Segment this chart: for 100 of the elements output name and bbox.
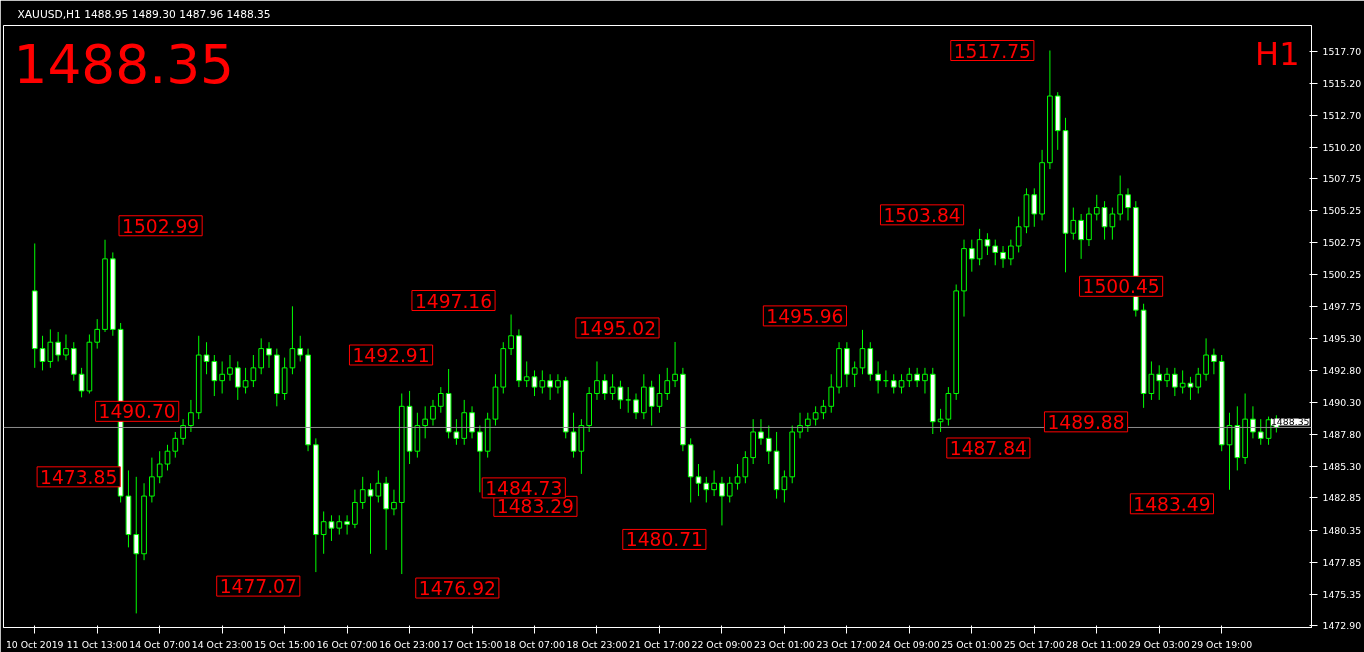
candlestick [1078, 213, 1084, 260]
y-tick-label: 1485.30 [1322, 461, 1362, 473]
x-tick-label: 29 Oct 03:00 [1128, 638, 1190, 650]
candlestick [906, 367, 913, 388]
candlestick [203, 341, 210, 375]
y-tick-label: 1507.75 [1322, 173, 1362, 185]
candlestick [1000, 245, 1006, 269]
candlestick [359, 476, 366, 510]
candlestick [469, 405, 475, 439]
candlestick [352, 489, 358, 529]
annotation: 1477.07 [219, 576, 297, 598]
candlestick [297, 335, 304, 362]
candlestick [55, 331, 62, 362]
y-tick-label: 1487.80 [1322, 429, 1362, 441]
candlestick [1250, 405, 1256, 439]
annotation: 1483.29 [496, 496, 574, 518]
candlestick [890, 373, 897, 394]
y-tick-label: 1505.25 [1322, 205, 1362, 217]
candlestick [914, 367, 920, 388]
annotation: 1489.88 [1047, 411, 1125, 433]
candlestick [133, 476, 140, 614]
candlestick [1031, 187, 1038, 228]
candlestick [742, 450, 749, 484]
annotation: 1497.16 [414, 290, 493, 312]
candlestick [422, 405, 429, 439]
candlestick [1257, 418, 1264, 446]
x-tick-label: 14 Oct 23:00 [191, 638, 253, 650]
candlestick [898, 373, 905, 394]
y-tick-label: 1480.35 [1322, 524, 1362, 536]
chart-title: XAUUSD,H1 1488.95 1489.30 1487.96 1488.35 [17, 7, 271, 21]
candlestick [1015, 216, 1022, 253]
candlestick [227, 354, 233, 382]
x-tick-label: 14 Oct 07:00 [129, 638, 191, 650]
x-tick-label: 11 Oct 13:00 [66, 638, 128, 650]
x-tick-label: 21 Oct 17:00 [629, 638, 690, 650]
candlestick [672, 341, 678, 388]
y-tick-label: 1500.25 [1322, 269, 1362, 281]
candlestick [726, 476, 733, 503]
candlestick [758, 418, 764, 446]
candlestick [601, 373, 608, 401]
candlestick [164, 444, 171, 471]
annotation: 1487.84 [949, 438, 1027, 460]
candlestick [968, 239, 975, 273]
y-tick-label: 1482.85 [1322, 492, 1362, 504]
candlestick [1156, 364, 1163, 401]
x-tick-label: 28 Oct 11:00 [1066, 638, 1128, 650]
candlestick [188, 399, 194, 433]
candlestick [820, 399, 827, 420]
candlestick [180, 418, 186, 446]
candlestick [664, 367, 671, 401]
candlestick [1203, 337, 1209, 382]
annotation: 1492.91 [352, 345, 430, 367]
candlestick [765, 425, 772, 465]
candlestick [1195, 367, 1202, 394]
candlestick [922, 367, 928, 394]
candlestick [1117, 175, 1124, 221]
candlestick [1172, 367, 1178, 397]
candlestick [344, 514, 350, 536]
x-tick-label: 29 Oct 19:00 [1191, 638, 1253, 650]
x-tick-label: 22 Oct 09:00 [691, 638, 753, 650]
candlestick [219, 360, 225, 394]
candlestick [430, 399, 436, 427]
y-tick-label: 1490.30 [1322, 396, 1362, 408]
candlestick [633, 393, 639, 420]
candlestick [453, 418, 460, 446]
candlestick [547, 373, 553, 401]
candlestick [555, 373, 561, 394]
y-tick-label: 1477.85 [1322, 556, 1362, 568]
y-tick-label: 1475.35 [1322, 588, 1362, 600]
annotation: 1495.96 [766, 305, 844, 327]
y-tick-label: 1492.80 [1322, 364, 1362, 376]
candlestick [250, 354, 257, 388]
candlestick [149, 457, 155, 503]
annotation: 1488.35 [13, 32, 235, 96]
candlestick [63, 334, 69, 361]
annotation: 1473.85 [40, 466, 118, 488]
ref-line-label: 1488.35 [1270, 416, 1310, 428]
x-tick-label: 16 Oct 23:00 [379, 638, 441, 650]
candlestick [156, 450, 163, 484]
candlestick [859, 329, 866, 375]
candlestick [812, 405, 819, 427]
x-tick-label: 10 Oct 2019 [5, 638, 64, 650]
candlestick [477, 425, 483, 493]
x-tick-label: 25 Oct 17:00 [1003, 638, 1065, 650]
annotation: 1476.92 [418, 578, 496, 600]
candlestick [1211, 348, 1217, 375]
candlestick [211, 354, 218, 397]
candlestick [992, 239, 999, 266]
candlestick [1093, 194, 1100, 221]
x-tick-label: 15 Oct 15:00 [254, 638, 316, 650]
candlestick [875, 360, 881, 394]
candlestick [703, 476, 710, 503]
annotation: 1480.71 [625, 529, 703, 551]
candlestick [851, 360, 858, 388]
y-tick-label: 1497.75 [1322, 301, 1362, 313]
y-tick-label: 1472.90 [1322, 620, 1362, 632]
annotation: 1503.84 [883, 204, 961, 226]
x-tick-label: 18 Oct 07:00 [504, 638, 565, 650]
x-tick-label: 17 Oct 15:00 [441, 638, 503, 650]
candlestick [172, 431, 179, 459]
